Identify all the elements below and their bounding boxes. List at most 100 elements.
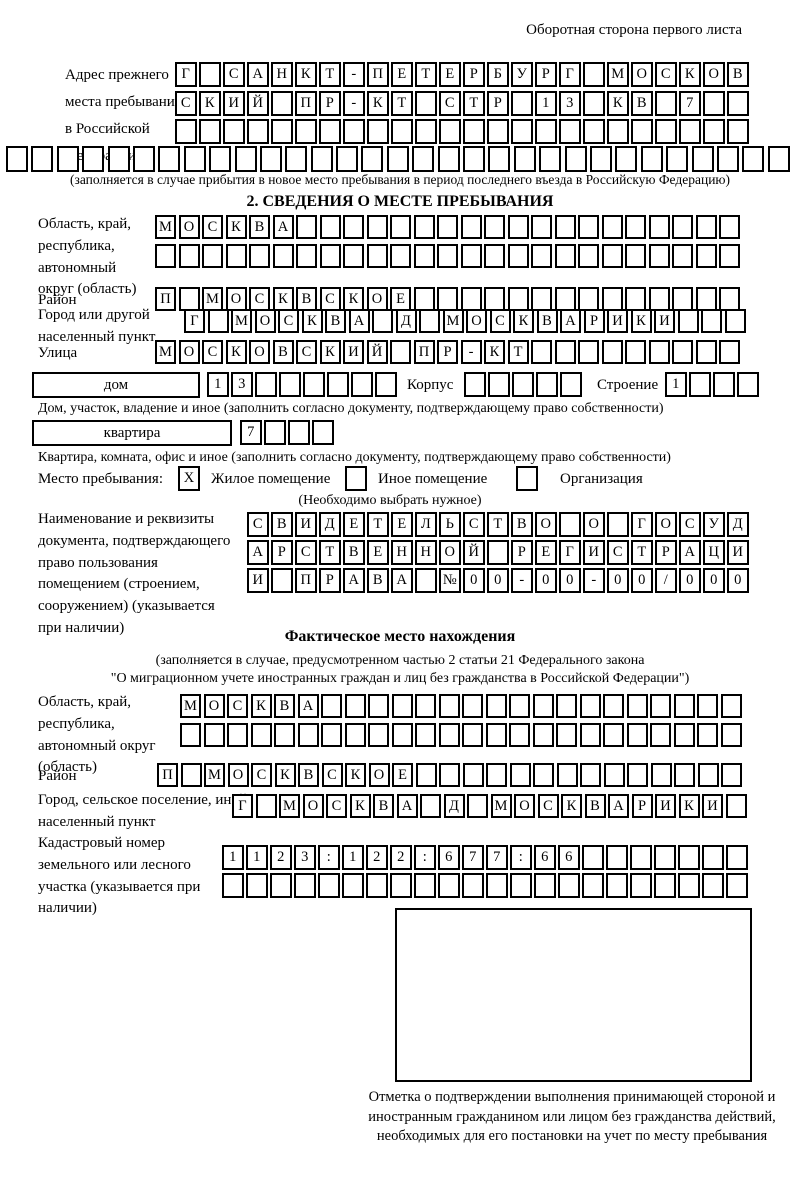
char-cell[interactable] <box>368 694 389 718</box>
char-cell[interactable] <box>223 119 245 144</box>
char-cell[interactable] <box>415 91 437 116</box>
char-cell[interactable] <box>255 372 277 397</box>
char-cell[interactable]: А <box>391 568 413 593</box>
char-cell[interactable] <box>438 723 460 747</box>
char-cell[interactable] <box>648 287 670 311</box>
char-cell[interactable] <box>199 119 221 144</box>
char-cell[interactable] <box>107 146 130 172</box>
char-cell[interactable] <box>437 287 458 311</box>
char-cell[interactable] <box>679 119 701 144</box>
char-cell[interactable]: П <box>413 340 435 364</box>
char-cell[interactable]: 0 <box>631 568 653 593</box>
char-cell[interactable] <box>462 694 483 718</box>
char-cell[interactable]: Р <box>583 309 605 333</box>
char-cell[interactable]: : <box>318 845 340 870</box>
char-cell[interactable]: 7 <box>462 845 484 870</box>
char-cell[interactable]: 1 <box>222 845 244 870</box>
char-cell[interactable]: Р <box>487 91 509 116</box>
char-cell[interactable]: С <box>223 62 245 87</box>
char-cell[interactable]: К <box>678 794 700 818</box>
char-cell[interactable]: М <box>490 794 512 818</box>
char-cell[interactable] <box>321 694 342 718</box>
char-cell[interactable]: Т <box>631 540 653 565</box>
char-cell[interactable] <box>677 309 699 333</box>
char-cell[interactable] <box>270 873 292 898</box>
char-cell[interactable] <box>725 794 747 818</box>
char-cell[interactable]: : <box>414 845 436 870</box>
char-cell[interactable]: П <box>367 62 389 87</box>
char-cell[interactable] <box>650 723 671 747</box>
char-cell[interactable] <box>207 309 229 333</box>
char-cell[interactable]: П <box>155 287 176 311</box>
char-cell[interactable] <box>559 512 581 537</box>
char-cell[interactable] <box>227 723 248 747</box>
char-cell[interactable]: И <box>654 309 675 333</box>
char-cell[interactable]: С <box>202 340 223 364</box>
char-cell[interactable]: И <box>655 794 676 818</box>
char-cell[interactable] <box>390 340 411 364</box>
char-cell[interactable]: О <box>466 309 487 333</box>
char-cell[interactable]: Е <box>391 62 413 87</box>
char-cell[interactable] <box>183 146 206 172</box>
char-cell[interactable]: М <box>180 694 201 718</box>
char-cell[interactable]: К <box>295 62 317 87</box>
char-cell[interactable] <box>627 763 648 787</box>
char-cell[interactable] <box>625 340 646 364</box>
char-cell[interactable] <box>648 215 670 239</box>
char-cell[interactable]: В <box>631 91 653 116</box>
char-cell[interactable] <box>56 146 79 172</box>
char-cell[interactable] <box>716 146 739 172</box>
char-cell[interactable] <box>532 723 554 747</box>
char-cell[interactable] <box>583 91 605 116</box>
char-cell[interactable]: О <box>703 62 725 87</box>
char-cell[interactable] <box>578 287 599 311</box>
char-cell[interactable]: 0 <box>487 568 509 593</box>
char-cell[interactable] <box>272 244 294 268</box>
char-cell[interactable]: 0 <box>607 568 629 593</box>
char-cell[interactable]: М <box>279 794 300 818</box>
char-cell[interactable] <box>589 146 612 172</box>
char-cell[interactable] <box>615 146 638 172</box>
char-cell[interactable] <box>560 372 582 397</box>
char-cell[interactable]: Р <box>631 794 653 818</box>
char-cell[interactable]: К <box>607 91 629 116</box>
char-cell[interactable] <box>437 146 460 172</box>
char-cell[interactable] <box>719 287 740 311</box>
char-cell[interactable]: О <box>655 512 677 537</box>
char-cell[interactable] <box>625 244 646 268</box>
char-cell[interactable] <box>234 146 257 172</box>
char-cell[interactable] <box>579 723 601 747</box>
char-cell[interactable]: 0 <box>535 568 557 593</box>
char-cell[interactable]: С <box>319 287 341 311</box>
char-cell[interactable]: А <box>297 694 319 718</box>
char-cell[interactable]: 0 <box>727 568 749 593</box>
char-cell[interactable] <box>697 694 718 718</box>
char-cell[interactable] <box>603 763 625 787</box>
char-cell[interactable]: С <box>251 763 272 787</box>
char-cell[interactable]: Г <box>175 62 197 87</box>
char-cell[interactable] <box>726 845 748 870</box>
char-cell[interactable] <box>697 723 718 747</box>
char-cell[interactable] <box>507 287 529 311</box>
char-cell[interactable] <box>464 372 486 397</box>
char-cell[interactable] <box>484 287 505 311</box>
char-cell[interactable]: Р <box>319 568 341 593</box>
char-cell[interactable] <box>650 694 671 718</box>
char-cell[interactable] <box>558 873 580 898</box>
char-cell[interactable]: К <box>272 287 294 311</box>
char-cell[interactable] <box>460 244 482 268</box>
char-cell[interactable]: О <box>631 62 653 87</box>
char-cell[interactable] <box>318 873 340 898</box>
char-cell[interactable]: М <box>202 287 223 311</box>
char-cell[interactable]: - <box>343 62 365 87</box>
char-cell[interactable]: С <box>655 62 677 87</box>
char-cell[interactable] <box>390 215 411 239</box>
char-cell[interactable]: К <box>199 91 221 116</box>
char-cell[interactable]: О <box>254 309 276 333</box>
char-cell[interactable] <box>601 287 623 311</box>
char-cell[interactable]: Л <box>415 512 437 537</box>
char-cell[interactable] <box>391 119 413 144</box>
char-cell[interactable] <box>607 512 629 537</box>
char-cell[interactable]: Р <box>535 62 557 87</box>
char-cell[interactable] <box>678 873 700 898</box>
